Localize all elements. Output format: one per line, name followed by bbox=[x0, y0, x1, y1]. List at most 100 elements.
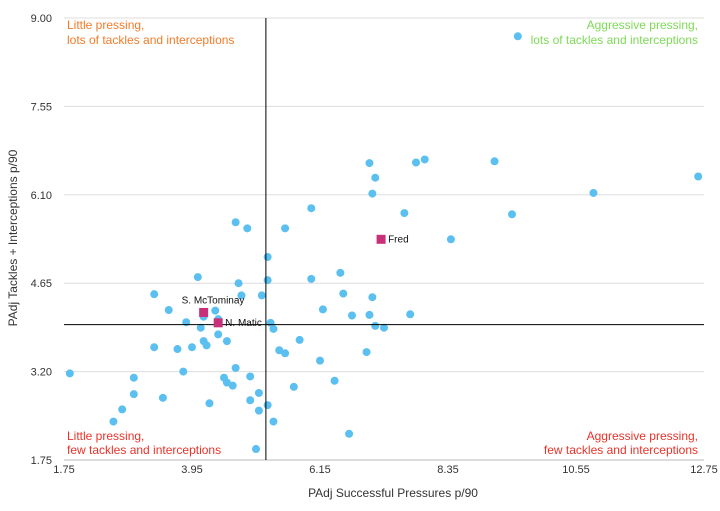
data-points bbox=[65, 32, 703, 454]
data-point bbox=[368, 293, 377, 302]
data-point bbox=[336, 268, 345, 277]
data-point bbox=[246, 372, 255, 381]
data-point bbox=[400, 209, 409, 218]
data-point bbox=[222, 337, 231, 346]
data-point bbox=[348, 311, 356, 320]
y-tick-label: 4.65 bbox=[31, 278, 52, 290]
data-point bbox=[202, 341, 211, 350]
data-point bbox=[109, 417, 118, 426]
data-point bbox=[246, 396, 255, 405]
quadrant-label-top-right-line2: lots of tackles and interceptions bbox=[531, 33, 698, 47]
data-point bbox=[150, 343, 159, 352]
quadrant-label-top-left-line1: Little pressing, bbox=[67, 18, 144, 32]
data-point bbox=[263, 252, 272, 261]
data-point bbox=[263, 401, 272, 410]
data-point bbox=[446, 235, 455, 244]
quadrant-label-bottom-right-line1: Aggressive pressing, bbox=[587, 429, 698, 443]
quadrant-label-bottom-left-line1: Little pressing, bbox=[67, 429, 144, 443]
x-tick-label: 10.55 bbox=[562, 464, 590, 476]
data-point bbox=[234, 279, 243, 288]
data-point bbox=[420, 155, 429, 164]
data-point bbox=[345, 429, 354, 438]
tick-labels: 9.00 7.55 6.10 4.65 3.20 1.751.75 3.95 6.15 8.35… bbox=[31, 13, 718, 476]
quadrant-label-top-right: Aggressive pressing, lots of tackles and… bbox=[531, 18, 698, 47]
data-point bbox=[269, 417, 278, 426]
data-point bbox=[231, 218, 240, 227]
data-point bbox=[196, 323, 205, 332]
highlighted-player-label: Fred bbox=[388, 234, 409, 245]
data-point bbox=[490, 157, 499, 166]
data-point bbox=[307, 204, 316, 213]
data-point bbox=[188, 343, 196, 352]
data-point bbox=[237, 291, 246, 300]
highlighted-player-marker bbox=[376, 234, 386, 244]
data-point bbox=[263, 276, 272, 285]
y-tick-label: 6.10 bbox=[31, 190, 52, 202]
gridlines bbox=[64, 17, 704, 461]
y-axis-title: PAdj Tackles + Interceptions p/90 bbox=[6, 149, 20, 326]
data-point bbox=[269, 324, 278, 333]
x-tick-label: 6.15 bbox=[309, 464, 330, 476]
y-tick-label: 3.20 bbox=[31, 367, 52, 379]
y-tick-label: 9.00 bbox=[31, 13, 52, 25]
data-point bbox=[318, 305, 327, 314]
data-point bbox=[339, 289, 348, 298]
x-tick-label: 1.75 bbox=[53, 464, 74, 476]
data-point bbox=[281, 349, 290, 358]
data-point bbox=[412, 158, 420, 167]
highlighted-player-marker bbox=[199, 307, 209, 317]
data-point bbox=[164, 306, 173, 315]
data-point bbox=[211, 306, 220, 315]
y-tick-label: 7.55 bbox=[31, 101, 52, 113]
quadrant-label-top-left-line2: lots of tackles and interceptions bbox=[67, 33, 234, 47]
data-point bbox=[228, 381, 237, 390]
data-point bbox=[173, 345, 182, 354]
highlighted-player-marker bbox=[213, 318, 223, 328]
data-point bbox=[365, 159, 374, 168]
data-point bbox=[694, 172, 703, 181]
data-point bbox=[330, 376, 339, 385]
data-point bbox=[158, 393, 167, 402]
data-point bbox=[508, 210, 516, 219]
data-point bbox=[65, 369, 74, 378]
data-point bbox=[254, 388, 263, 397]
data-point bbox=[281, 224, 290, 233]
data-point bbox=[254, 406, 263, 415]
highlighted-players: Fred S. McTominay N. Matic bbox=[182, 234, 409, 329]
x-axis-title: PAdj Successful Pressures p/90 bbox=[308, 486, 478, 500]
data-point bbox=[589, 188, 598, 197]
reference-lines bbox=[64, 18, 704, 460]
y-tick-label: 1.75 bbox=[31, 455, 52, 467]
data-point bbox=[231, 363, 240, 372]
data-point bbox=[129, 390, 138, 399]
data-point bbox=[252, 445, 260, 454]
x-tick-label: 12.75 bbox=[690, 464, 718, 476]
highlighted-player-label: S. McTominay bbox=[182, 295, 245, 306]
data-point bbox=[513, 32, 522, 41]
quadrant-label-bottom-left: Little pressing, few tackles and interce… bbox=[67, 429, 221, 457]
x-tick-label: 3.95 bbox=[181, 464, 202, 476]
data-point bbox=[406, 310, 415, 319]
quadrant-label-top-right-line1: Aggressive pressing, bbox=[587, 18, 698, 32]
data-point bbox=[380, 323, 388, 332]
data-point bbox=[214, 330, 223, 339]
quadrant-label-bottom-right-line2: few tackles and interceptions bbox=[544, 443, 698, 457]
quadrant-label-bottom-right: Aggressive pressing, few tackles and int… bbox=[544, 429, 698, 457]
data-point bbox=[243, 224, 252, 233]
data-point bbox=[205, 399, 214, 408]
data-point bbox=[295, 335, 304, 344]
data-point bbox=[150, 290, 159, 299]
data-point bbox=[368, 189, 377, 198]
data-point bbox=[365, 310, 374, 319]
data-point bbox=[307, 274, 316, 283]
data-point bbox=[179, 367, 188, 376]
data-point bbox=[371, 173, 380, 182]
data-point bbox=[118, 405, 127, 414]
data-point bbox=[362, 348, 371, 357]
data-point bbox=[316, 356, 324, 365]
data-point bbox=[257, 291, 266, 300]
x-tick-label: 8.35 bbox=[437, 464, 458, 476]
quadrant-label-top-left: Little pressing, lots of tackles and int… bbox=[67, 18, 234, 47]
quadrant-label-bottom-left-line2: few tackles and interceptions bbox=[67, 443, 221, 457]
